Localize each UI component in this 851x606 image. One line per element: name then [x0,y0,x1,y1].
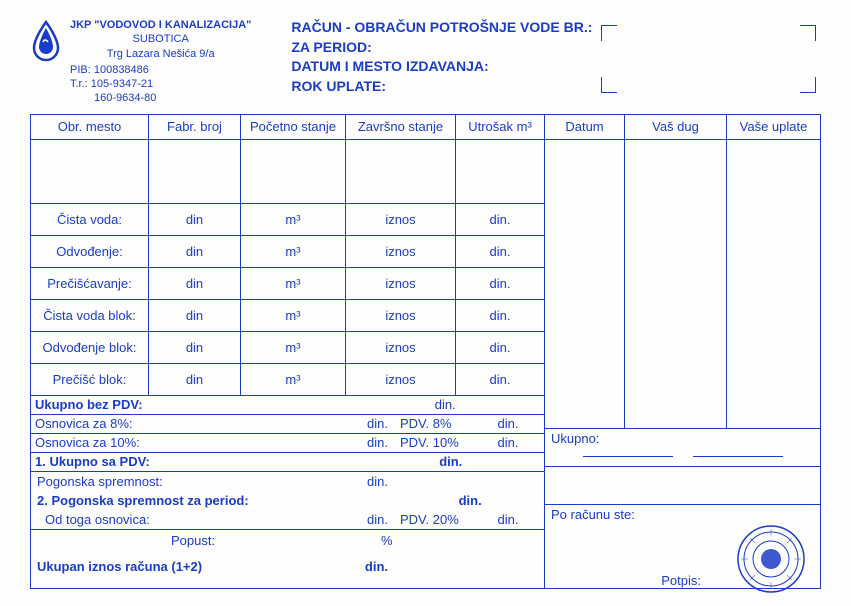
item-label: Čista voda: [31,204,149,236]
stamp-icon [736,524,806,594]
item-amount: iznos [346,332,456,364]
item-total: din. [456,300,544,332]
lbl-poracunu: Po računu ste: [551,507,635,522]
section2: Pogonska spremnost: din. 2. Pogonska spr… [31,472,544,530]
item-unit: m³ [241,332,346,364]
val-osn10: din. [472,435,544,450]
company-pib: PIB: 100838486 [70,63,251,77]
hdr-obr-mesto: Obr. mesto [31,115,149,139]
meter-entry-row [31,140,544,204]
item-row: Čista voda:dinm³iznosdin. [31,204,544,236]
right-poracunu: Po računu ste: [545,505,820,524]
row-osnovica10: Osnovica za 10%: din. PDV. 10% din. [31,434,544,453]
lbl-pogonska-period: 2. Pogonska spremnost za period: [31,493,249,508]
item-amount: iznos [346,364,456,396]
item-label: Čista voda blok: [31,300,149,332]
item-unit-price: din [149,300,241,332]
item-unit: m³ [241,300,346,332]
hdr-fabr-broj: Fabr. broj [149,115,241,139]
company-address: Trg Lazara Nešića 9/a [70,47,251,61]
row-ukupno-sa-pdv: 1. Ukupno sa PDV: din. [31,453,544,472]
din-odtoga: din. [346,512,396,527]
item-label: Prečišć blok: [31,364,149,396]
item-unit: m³ [241,364,346,396]
hdr-utrosak: Utrošak m³ [456,115,544,139]
company-tr1: T.r.: 105-9347-21 [70,77,251,91]
pdv10: PDV. 10% [396,435,472,450]
item-label: Odvođenje: [31,236,149,268]
bottom-section: Popust: % Ukupan iznos računa (1+2) din. [31,530,544,588]
item-unit-price: din [149,332,241,364]
right-lines [545,448,820,467]
item-row: Prečišć blok:dinm³iznosdin. [31,364,544,396]
percent-sign: % [381,533,393,548]
hdr-vas-dug: Vaš dug [625,115,727,139]
company-block: JKP "VODOVOD I KANALIZACIJA" SUBOTICA Tr… [30,18,251,106]
item-amount: iznos [346,300,456,332]
item-row: Čista voda blok:dinm³iznosdin. [31,300,544,332]
val-pog-period: din. [396,493,544,508]
lbl-pogonska: Pogonska spremnost: [31,474,346,489]
item-unit-price: din [149,268,241,300]
din-osn8: din. [346,416,396,431]
lbl-ukupno-sa-pdv: 1. Ukupno sa PDV: [31,454,171,469]
din-osn10: din. [346,435,396,450]
pdv20: PDV. 20% [396,512,472,527]
item-unit-price: din [149,204,241,236]
item-amount: iznos [346,268,456,300]
hdr-datum: Datum [545,115,625,139]
item-total: din. [456,332,544,364]
val-ukupno-bez-pdv: din. [347,397,545,412]
main-table: Obr. mesto Fabr. broj Početno stanje Zav… [30,114,821,589]
row-osnovica8: Osnovica za 8%: din. PDV. 8% din. [31,415,544,434]
item-total: din. [456,236,544,268]
lbl-right-ukupno: Ukupno: [551,431,599,446]
din-ukupan: din. [346,559,396,574]
potpis-label: Potpis: [661,573,701,588]
val-odtoga: din. [472,512,544,527]
item-row: Prečišćavanje:dinm³iznosdin. [31,268,544,300]
hdr-vase-uplate: Vaše uplate [727,115,820,139]
item-unit: m³ [241,268,346,300]
item-unit: m³ [241,204,346,236]
item-label: Prečišćavanje: [31,268,149,300]
address-frame [601,25,816,93]
right-header-row: Datum Vaš dug Vaše uplate [545,115,820,140]
val-osn8: din. [472,416,544,431]
company-name: JKP "VODOVOD I KANALIZACIJA" [70,18,251,32]
right-ukupno: Ukupno: [545,429,820,448]
company-city: SUBOTICA [70,32,251,46]
item-total: din. [456,268,544,300]
item-row: Odvođenje:dinm³iznosdin. [31,236,544,268]
lbl-odtoga: Od toga osnovica: [31,512,346,527]
item-unit: m³ [241,236,346,268]
val-ukupno-sa-pdv: din. [358,454,545,469]
item-unit-price: din [149,236,241,268]
lbl-osnovica10: Osnovica za 10%: [31,435,149,450]
lbl-osnovica8: Osnovica za 8%: [31,416,149,431]
row-ukupno-bez-pdv: Ukupno bez PDV: din. [31,396,544,415]
item-unit-price: din [149,364,241,396]
company-tr2: 160-9634-80 [70,91,251,105]
right-blank-area [545,140,820,429]
lbl-ukupan: Ukupan iznos računa (1+2) [31,559,346,574]
hdr-zavrsno: Završno stanje [346,115,456,139]
lbl-ukupno-bez-pdv: Ukupno bez PDV: [31,397,149,412]
pdv8: PDV. 8% [396,416,472,431]
item-amount: iznos [346,236,456,268]
item-total: din. [456,364,544,396]
hdr-pocetno: Početno stanje [241,115,346,139]
item-row: Odvođenje blok:dinm³iznosdin. [31,332,544,364]
left-header-row: Obr. mesto Fabr. broj Početno stanje Zav… [31,115,544,140]
item-amount: iznos [346,204,456,236]
din-pog1: din. [346,474,396,489]
item-total: din. [456,204,544,236]
logo-drop-icon [30,20,62,62]
lbl-popust: Popust: [171,533,251,548]
item-label: Odvođenje blok: [31,332,149,364]
